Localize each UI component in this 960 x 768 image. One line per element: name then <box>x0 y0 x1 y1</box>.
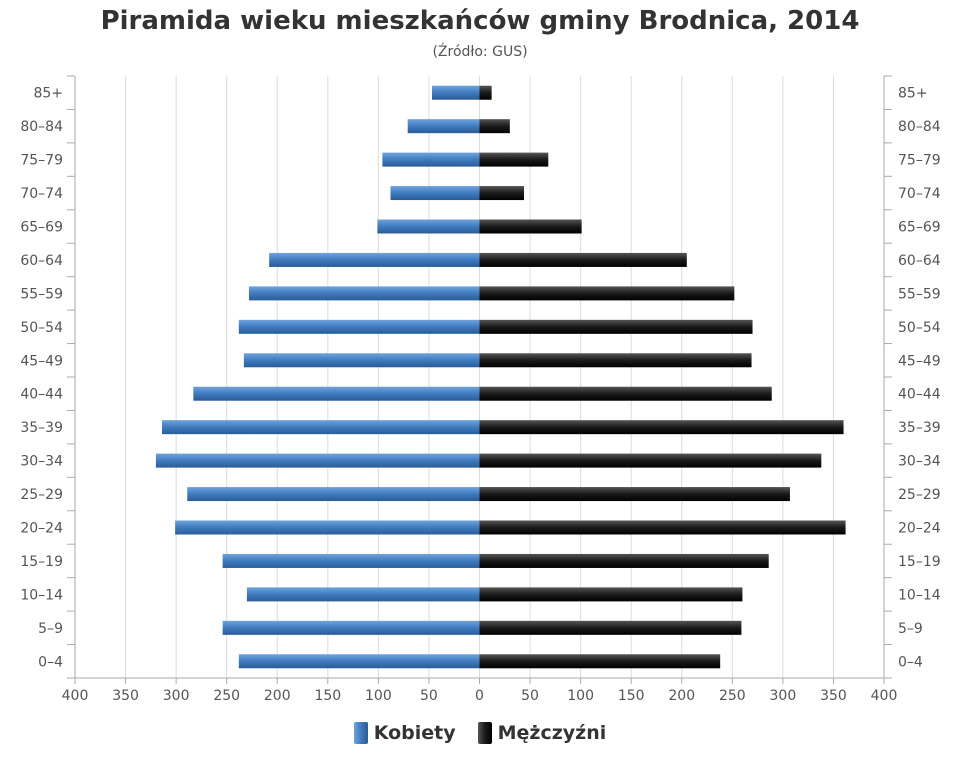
y-tick-label-right: 35–39 <box>898 420 941 436</box>
y-tick-label-right: 65–69 <box>898 220 941 236</box>
y-tick-label-right: 40–44 <box>898 387 941 403</box>
y-tick-label-right: 30–34 <box>898 454 941 470</box>
y-tick-label-left: 50–54 <box>20 320 63 336</box>
bar-kobiety[interactable] <box>175 520 480 535</box>
x-tick-label: 350 <box>820 688 847 704</box>
y-tick-label-right: 0–4 <box>898 654 923 670</box>
y-tick-label-left: 75–79 <box>20 153 63 169</box>
chart-subtitle: (Źródło: GUS) <box>432 44 528 60</box>
y-tick-label-right: 5–9 <box>898 621 923 637</box>
bar-kobiety[interactable] <box>407 119 480 134</box>
y-tick-label-right: 70–74 <box>898 186 941 202</box>
bar-kobiety[interactable] <box>390 186 480 201</box>
bar-kobiety[interactable] <box>238 654 480 669</box>
y-tick-label-right: 75–79 <box>898 153 941 169</box>
x-tick-label: 300 <box>770 688 797 704</box>
bar-mezczyzni[interactable] <box>479 319 753 334</box>
bar-mezczyzni[interactable] <box>479 620 742 635</box>
y-tick-label-right: 55–59 <box>898 286 941 302</box>
x-tick-label: 50 <box>420 688 438 704</box>
y-tick-label-left: 70–74 <box>20 186 63 202</box>
x-tick-label: 200 <box>264 688 291 704</box>
legend-item-mezczyzni[interactable]: Mężczyźni <box>477 722 607 744</box>
y-tick-label-left: 10–14 <box>20 587 63 603</box>
bar-mezczyzni[interactable] <box>479 553 769 568</box>
x-tick-label: 350 <box>112 688 139 704</box>
bar-mezczyzni[interactable] <box>479 353 752 368</box>
y-tick-label-left: 25–29 <box>20 487 63 503</box>
bar-mezczyzni[interactable] <box>479 219 582 234</box>
x-tick-label: 250 <box>213 688 240 704</box>
y-tick-label-right: 10–14 <box>898 587 941 603</box>
legend-item-kobiety[interactable]: Kobiety <box>353 722 456 744</box>
bar-kobiety[interactable] <box>155 453 480 468</box>
y-tick-label-left: 35–39 <box>20 420 63 436</box>
x-tick-label: 100 <box>365 688 392 704</box>
legend-label-kobiety: Kobiety <box>373 722 456 744</box>
y-tick-label-left: 45–49 <box>20 353 63 369</box>
bar-mezczyzni[interactable] <box>479 152 549 167</box>
bar-kobiety[interactable] <box>161 420 480 435</box>
chart-legend: Kobiety Mężczyźni <box>0 722 960 744</box>
x-tick-label: 50 <box>521 688 539 704</box>
y-tick-label-right: 20–24 <box>898 521 941 537</box>
x-tick-label: 200 <box>668 688 695 704</box>
bar-kobiety[interactable] <box>243 353 480 368</box>
bar-mezczyzni[interactable] <box>479 654 721 669</box>
y-tick-label-left: 0–4 <box>38 654 63 670</box>
y-tick-label-right: 25–29 <box>898 487 941 503</box>
y-tick-label-left: 55–59 <box>20 286 63 302</box>
x-tick-label: 250 <box>719 688 746 704</box>
bar-kobiety[interactable] <box>238 319 480 334</box>
bar-mezczyzni[interactable] <box>479 587 743 602</box>
bar-kobiety[interactable] <box>377 219 480 234</box>
y-tick-label-right: 60–64 <box>898 253 941 269</box>
bar-mezczyzni[interactable] <box>479 186 524 201</box>
y-tick-label-left: 85+ <box>33 86 63 102</box>
y-tick-label-right: 45–49 <box>898 353 941 369</box>
y-tick-label-right: 50–54 <box>898 320 941 336</box>
bar-mezczyzni[interactable] <box>479 487 790 502</box>
chart-title: Piramida wieku mieszkańców gminy Brodnic… <box>100 6 860 36</box>
bar-kobiety[interactable] <box>222 553 480 568</box>
x-tick-label: 400 <box>871 688 898 704</box>
x-tick-label: 150 <box>618 688 645 704</box>
bar-kobiety[interactable] <box>193 386 480 401</box>
y-tick-label-left: 40–44 <box>20 387 63 403</box>
bar-mezczyzni[interactable] <box>479 119 510 134</box>
y-tick-label-left: 5–9 <box>38 621 63 637</box>
y-tick-label-right: 85+ <box>898 86 928 102</box>
legend-label-mezczyzni: Mężczyźni <box>497 722 607 744</box>
bar-mezczyzni[interactable] <box>479 420 844 435</box>
bar-kobiety[interactable] <box>431 85 480 100</box>
bar-kobiety[interactable] <box>187 487 480 502</box>
bar-mezczyzni[interactable] <box>479 252 687 267</box>
y-tick-label-left: 65–69 <box>20 220 63 236</box>
y-tick-label-right: 80–84 <box>898 119 941 135</box>
x-tick-label: 400 <box>62 688 89 704</box>
bar-mezczyzni[interactable] <box>479 85 492 100</box>
bar-kobiety[interactable] <box>382 152 480 167</box>
y-tick-label-left: 80–84 <box>20 119 63 135</box>
bar-mezczyzni[interactable] <box>479 520 846 535</box>
y-tick-label-left: 20–24 <box>20 521 63 537</box>
bar-kobiety[interactable] <box>246 587 480 602</box>
bar-mezczyzni[interactable] <box>479 286 735 301</box>
x-tick-label: 300 <box>163 688 190 704</box>
legend-swatch-kobiety <box>353 722 368 744</box>
bar-kobiety[interactable] <box>222 620 480 635</box>
y-tick-label-left: 60–64 <box>20 253 63 269</box>
bar-mezczyzni[interactable] <box>479 386 772 401</box>
bar-kobiety[interactable] <box>269 252 480 267</box>
x-tick-label: 0 <box>475 688 484 704</box>
legend-swatch-mezczyzni <box>477 722 492 744</box>
x-tick-label: 150 <box>314 688 341 704</box>
y-tick-label-right: 15–19 <box>898 554 941 570</box>
y-tick-label-left: 15–19 <box>20 554 63 570</box>
x-tick-label: 100 <box>567 688 594 704</box>
bar-mezczyzni[interactable] <box>479 453 822 468</box>
y-tick-label-left: 30–34 <box>20 454 63 470</box>
pyramid-chart: 400 350 300 250 200 150 100 50 0 50 100 150 200 250 30… <box>20 75 941 704</box>
bar-kobiety[interactable] <box>248 286 480 301</box>
